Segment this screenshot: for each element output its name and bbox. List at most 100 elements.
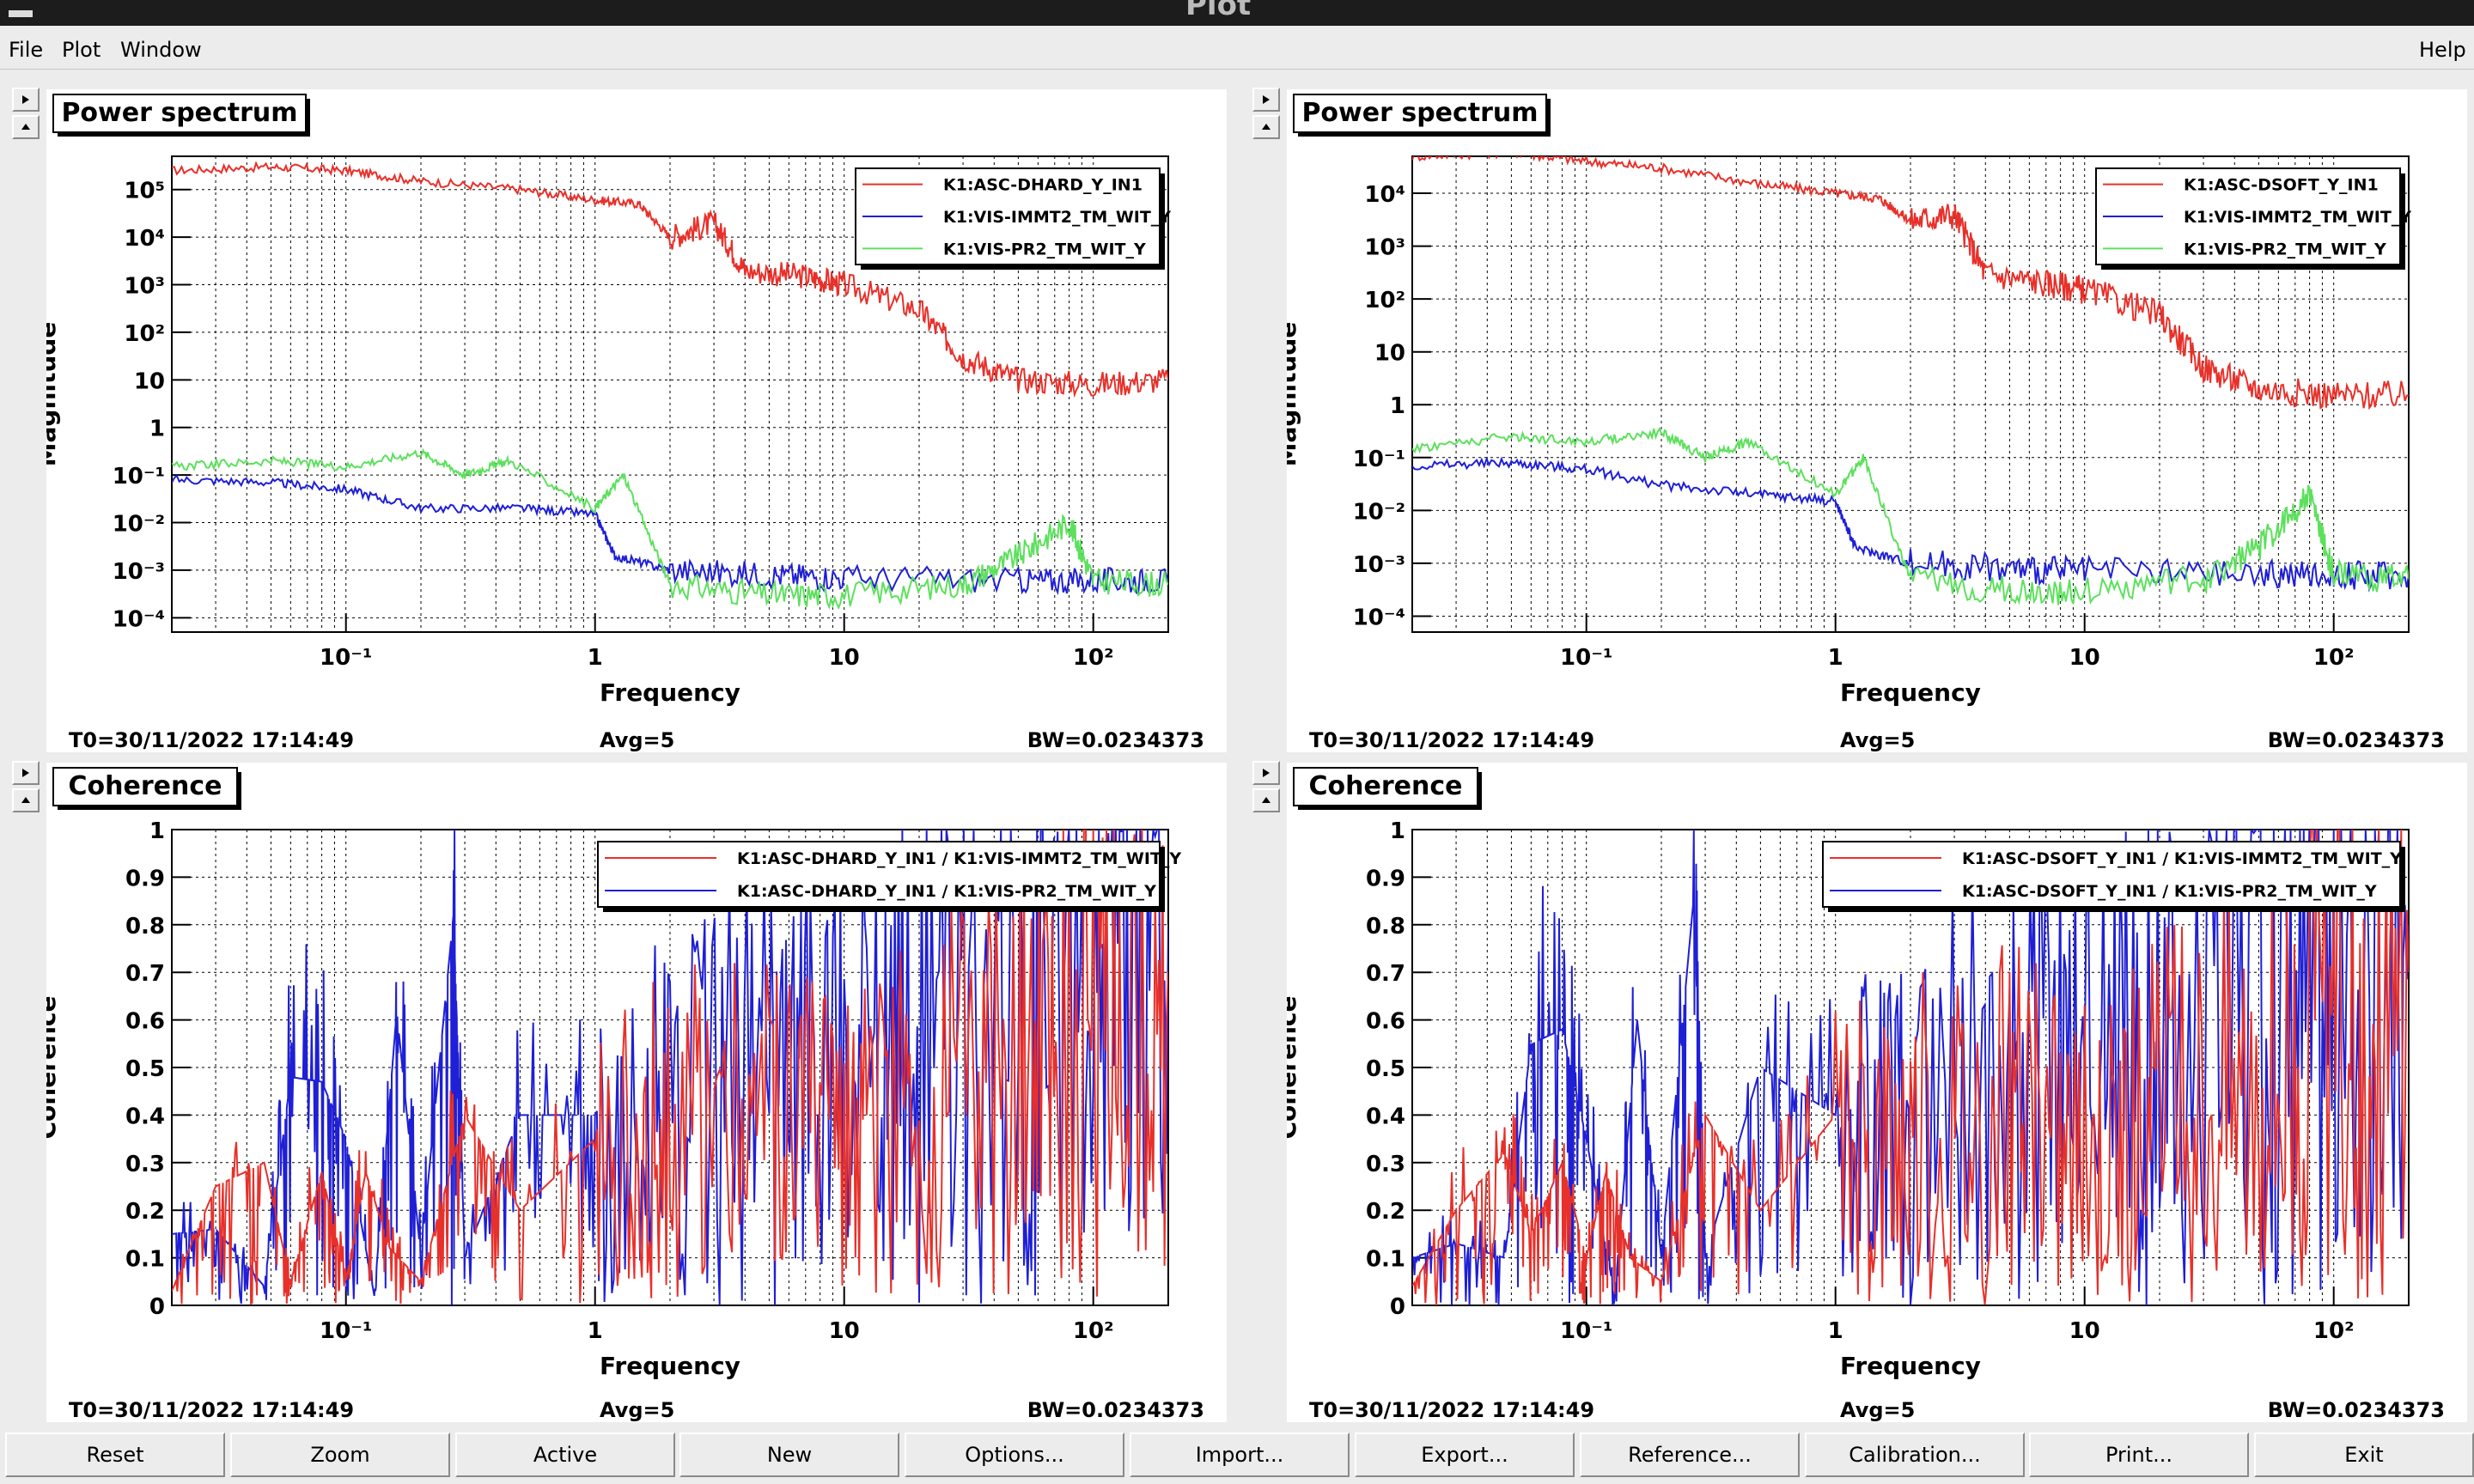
series-line-1 (1412, 456, 2409, 593)
button-import[interactable]: Import... (1130, 1432, 1350, 1477)
button-options[interactable]: Options... (905, 1432, 1124, 1477)
plot-pad[interactable]: Coherence 1 0.9 0.8 0.7 0.6 0.5 0.4 0.3 0.2 0.1 0 10… (1287, 763, 2467, 1422)
y-tick-label: 0.7 (125, 961, 165, 987)
menu-plot[interactable]: Plot (62, 38, 101, 62)
menu-window[interactable]: Window (120, 38, 202, 62)
series-line-0 (1412, 830, 2409, 1305)
plot-pad[interactable]: Power spectrum 10⁵ 10⁴ 10³ 10² 10 1 10⁻¹ 10⁻² 10⁻… (46, 89, 1227, 752)
coherence-panel-right: Coherence 1 0.9 0.8 0.7 0.6 0.5 0.4 0.3 0.2 0.1 0 10… (1240, 759, 2474, 1426)
legend-box (597, 841, 1161, 908)
legend-entry: K1:VIS-PR2_TM_WIT_Y (2184, 240, 2386, 258)
y-tick-label: 0.7 (1366, 961, 1405, 987)
y-tick-label: 0.1 (125, 1247, 165, 1273)
panel-title: Coherence (1309, 771, 1463, 801)
plot-canvas: Coherence 1 0.9 0.8 0.7 0.6 0.5 0.4 0.3 0.2 0.1 0 10… (46, 767, 1204, 1422)
y-tick-label: 10² (124, 321, 165, 347)
y-tick-label: 0.2 (1366, 1199, 1405, 1225)
series-line-2 (172, 447, 1168, 611)
y-tick-label: 10⁻¹ (1353, 447, 1405, 472)
button-reference[interactable]: Reference... (1580, 1432, 1800, 1477)
button-calibration[interactable]: Calibration... (1805, 1432, 2025, 1477)
title-box (1293, 767, 1478, 806)
legend-entry: K1:VIS-IMMT2_TM_WIT_Y (2184, 208, 2411, 227)
x-tick-label: 10⁻¹ (320, 1318, 372, 1344)
panel-expand-button[interactable] (1252, 761, 1280, 785)
legend-entry: K1:ASC-DSOFT_Y_IN1 (2184, 176, 2379, 195)
y-tick-label: 0.6 (125, 1009, 165, 1035)
footer-bw: BW=0.0234373 (1027, 1398, 1204, 1422)
y-tick-label: 10⁻² (113, 512, 165, 538)
plot-canvas: Coherence 1 0.9 0.8 0.7 0.6 0.5 0.4 0.3 0.2 0.1 0 10… (1287, 767, 2445, 1422)
y-tick-label: 0.4 (125, 1104, 165, 1129)
y-tick-label: 1 (149, 417, 165, 442)
y-tick-label: 0.2 (125, 1199, 165, 1225)
button-print[interactable]: Print... (2029, 1432, 2249, 1477)
y-tick-label: 10⁻⁴ (1353, 605, 1405, 630)
panel-collapse-button[interactable] (1252, 788, 1280, 812)
y-axis-label: Coherence (46, 995, 61, 1139)
button-zoom[interactable]: Zoom (230, 1432, 450, 1477)
x-tick-label: 1 (1828, 1318, 1843, 1344)
plot-pad[interactable]: Power spectrum 10⁴ 10³ 10² 10 1 10⁻¹ 10⁻² 10⁻³ 10… (1287, 89, 2467, 752)
plot-canvas: Power spectrum 10⁴ 10³ 10² 10 1 10⁻¹ 10⁻² 10⁻³ 10… (1287, 94, 2445, 752)
y-tick-label: 0.5 (125, 1056, 165, 1082)
y-tick-label: 10⁴ (124, 226, 165, 252)
menu-help[interactable]: Help (2419, 38, 2466, 62)
panel-title: Power spectrum (61, 98, 297, 128)
y-tick-label: 10³ (1364, 235, 1405, 261)
plot-pad[interactable]: Coherence 1 0.9 0.8 0.7 0.6 0.5 0.4 0.3 0.2 0.1 0 10… (46, 763, 1227, 1422)
menu-bar: File Plot Window Help (0, 26, 2474, 70)
panel-expand-button[interactable] (12, 761, 40, 785)
y-tick-label: 0.6 (1366, 1009, 1405, 1035)
button-exit[interactable]: Exit (2254, 1432, 2474, 1477)
y-tick-label: 0.5 (1366, 1056, 1405, 1082)
series-line-0 (1412, 156, 2409, 411)
footer-t0: T0=30/11/2022 17:14:49 (1309, 728, 1594, 752)
series-line-0 (172, 830, 1168, 1305)
button-bar: Reset Zoom Active New Options... Import... Exp… (0, 1429, 2474, 1484)
y-tick-label: 10⁵ (124, 179, 165, 204)
footer-t0: T0=30/11/2022 17:14:49 (69, 728, 354, 752)
y-tick-label: 1 (149, 818, 165, 844)
y-tick-label: 10⁻⁴ (113, 606, 165, 632)
title-box (52, 767, 238, 806)
power-spectrum-panel-right: Power spectrum 10⁴ 10³ 10² 10 1 10⁻¹ 10⁻² 10⁻³ 10… (1240, 86, 2474, 756)
y-axis-label: Magnitude (1287, 322, 1301, 467)
y-tick-label: 0 (1390, 1294, 1405, 1320)
button-export[interactable]: Export... (1355, 1432, 1575, 1477)
legend-entry: K1:ASC-DHARD_Y_IN1 / K1:VIS-IMMT2_TM_WIT… (737, 849, 1181, 868)
legend-entry: K1:VIS-IMMT2_TM_WIT_Y (943, 208, 1171, 227)
x-axis-label: Frequency (600, 678, 740, 707)
menu-file[interactable]: File (9, 38, 44, 62)
window-menu-icon[interactable] (9, 10, 33, 17)
title-box (52, 94, 307, 133)
button-new[interactable]: New (679, 1432, 899, 1477)
x-tick-label: 10 (829, 645, 860, 671)
x-tick-label: 1 (588, 645, 603, 671)
panel-collapse-button[interactable] (12, 788, 40, 812)
coherence-panel-left: Coherence 1 0.9 0.8 0.7 0.6 0.5 0.4 0.3 0.2 0.1 0 10… (0, 759, 1234, 1426)
footer-avg: Avg=5 (600, 728, 674, 752)
y-tick-label: 1 (1390, 393, 1405, 419)
y-axis-label: Coherence (1287, 995, 1301, 1139)
x-tick-label: 10² (1073, 645, 1114, 671)
x-axis-label: Frequency (1840, 678, 1981, 707)
panel-expand-button[interactable] (1252, 88, 1280, 112)
panel-collapse-button[interactable] (12, 115, 40, 139)
button-reset[interactable]: Reset (5, 1432, 225, 1477)
power-spectrum-panel-left: Power spectrum 10⁵ 10⁴ 10³ 10² 10 1 10⁻¹ 10⁻² 10⁻… (0, 86, 1234, 756)
panel-expand-button[interactable] (12, 88, 40, 112)
footer-t0: T0=30/11/2022 17:14:49 (1309, 1398, 1594, 1422)
button-active[interactable]: Active (455, 1432, 675, 1477)
y-tick-label: 10 (134, 368, 165, 394)
y-tick-label: 10⁻³ (1353, 552, 1405, 578)
panel-collapse-button[interactable] (1252, 115, 1280, 139)
x-tick-label: 10² (1073, 1318, 1114, 1344)
footer-t0: T0=30/11/2022 17:14:49 (69, 1398, 354, 1422)
y-tick-label: 10⁻² (1353, 499, 1405, 525)
y-tick-label: 0.3 (125, 1152, 165, 1177)
y-tick-label: 10 (1374, 341, 1405, 367)
y-tick-label: 0 (149, 1294, 165, 1320)
y-axis-label: Magnitude (46, 322, 61, 467)
panel-title: Coherence (69, 771, 222, 801)
